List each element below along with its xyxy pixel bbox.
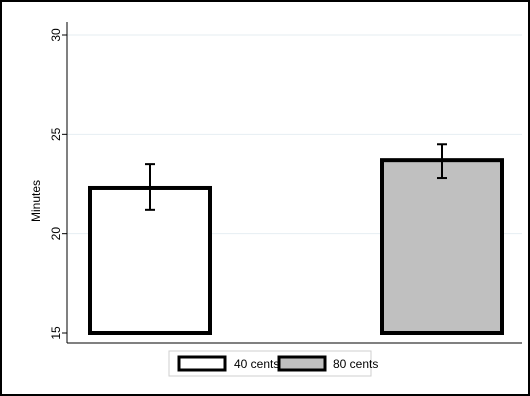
legend: 40 cents 80 cents <box>168 350 378 377</box>
bar <box>88 185 212 335</box>
bars <box>88 158 504 335</box>
y-tick-label: 25 <box>49 127 63 141</box>
y-tick-label: 20 <box>49 227 63 241</box>
error-bars <box>145 143 447 211</box>
y-tick-label: 15 <box>49 326 63 340</box>
legend-key <box>277 355 327 372</box>
y-tick-label: 30 <box>49 28 63 42</box>
y-axis-title: Minutes <box>29 180 43 222</box>
legend-label: 80 cents <box>333 357 378 371</box>
error-bar <box>145 163 155 211</box>
y-axis: 15 20 25 30 <box>49 22 68 343</box>
legend-key <box>177 355 227 372</box>
error-bar <box>437 143 447 180</box>
legend-label: 40 cents <box>234 357 279 371</box>
bar <box>380 158 504 335</box>
